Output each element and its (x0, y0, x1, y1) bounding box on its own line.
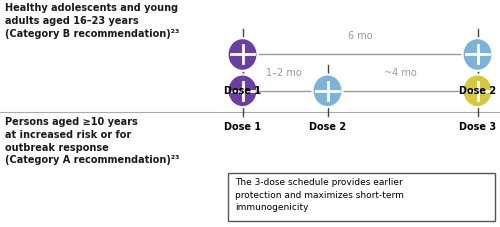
Text: Dose 2: Dose 2 (459, 86, 496, 96)
Text: Dose 2: Dose 2 (309, 122, 346, 132)
Ellipse shape (228, 38, 258, 71)
Ellipse shape (462, 38, 492, 71)
Text: Dose 3: Dose 3 (459, 122, 496, 132)
Ellipse shape (462, 74, 492, 107)
Text: Dose 1: Dose 1 (224, 122, 261, 132)
Text: 6 mo: 6 mo (348, 31, 372, 41)
FancyBboxPatch shape (228, 173, 495, 221)
Text: 1–2 mo: 1–2 mo (266, 68, 302, 78)
Ellipse shape (312, 74, 342, 107)
Text: Persons aged ≥10 years
at increased risk or for
outbreak response
(Category A re: Persons aged ≥10 years at increased risk… (5, 117, 180, 165)
Text: Healthy adolescents and young
adults aged 16–23 years
(Category B recommendation: Healthy adolescents and young adults age… (5, 3, 179, 39)
Text: ~4 mo: ~4 mo (384, 68, 416, 78)
Text: The 3-dose schedule provides earlier
protection and maximizes short-term
immunog: The 3-dose schedule provides earlier pro… (235, 178, 404, 212)
Ellipse shape (228, 74, 258, 107)
Text: Dose 1: Dose 1 (224, 86, 261, 96)
